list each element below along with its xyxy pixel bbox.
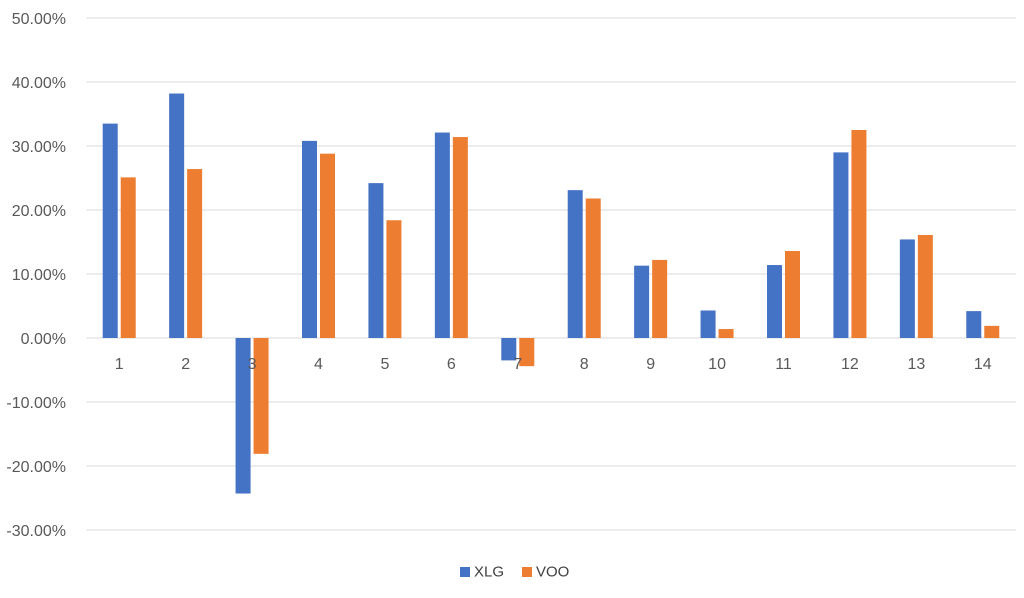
legend-label-xlg: XLG — [474, 564, 504, 581]
x-tick-label: 3 — [248, 356, 257, 373]
x-tick-label: 9 — [646, 356, 655, 373]
bar-voo — [120, 177, 136, 338]
x-tick-label: 12 — [841, 356, 859, 373]
bar-voo — [718, 329, 734, 338]
x-tick-label: 5 — [380, 356, 389, 373]
x-tick-label: 11 — [775, 356, 792, 373]
bar-xlg — [169, 93, 185, 339]
bar-xlg — [434, 132, 450, 338]
bar-xlg — [833, 152, 849, 338]
bar-voo — [519, 338, 535, 367]
bar-voo — [187, 169, 203, 338]
x-tick-label: 2 — [181, 356, 190, 373]
bar-xlg — [567, 190, 583, 338]
x-tick-label: 8 — [580, 356, 589, 373]
x-tick-label: 10 — [708, 356, 726, 373]
bar-voo — [585, 198, 601, 338]
bar-xlg — [899, 239, 915, 338]
bar-voo — [851, 130, 867, 338]
y-tick-label: 50.00% — [12, 11, 66, 28]
bar-xlg — [368, 183, 384, 338]
bar-voo — [320, 153, 335, 338]
bars — [102, 93, 1000, 494]
bar-xlg — [302, 140, 317, 338]
y-tick-label: -10.00% — [6, 395, 66, 412]
bar-voo — [917, 234, 933, 338]
y-tick-label: 20.00% — [12, 203, 66, 220]
bar-xlg — [966, 311, 982, 338]
x-tick-label: 1 — [115, 356, 124, 373]
bar-xlg — [501, 338, 517, 361]
y-tick-label: 0.00% — [21, 331, 66, 348]
y-axis-tick-labels: 50.00% 40.00% 30.00% 20.00% 10.00% 0.00% -10.0… — [6, 11, 66, 540]
legend-label-voo: VOO — [536, 564, 569, 581]
bar-xlg — [634, 265, 650, 338]
x-axis-tick-labels: 1 2 3 4 5 6 7 8 9 10 11 12 13 14 — [115, 356, 992, 373]
bar-voo — [253, 338, 269, 454]
y-tick-label: -30.00% — [6, 523, 66, 540]
y-tick-label: 30.00% — [12, 139, 66, 156]
bar-xlg — [767, 265, 782, 338]
x-tick-label: 6 — [447, 356, 456, 373]
bar-voo — [452, 137, 468, 338]
bar-voo — [785, 250, 800, 338]
bar-voo — [984, 325, 1000, 338]
x-tick-label: 13 — [907, 356, 925, 373]
y-tick-label: 40.00% — [12, 75, 66, 92]
y-tick-label: -20.00% — [6, 459, 66, 476]
x-tick-label: 4 — [314, 356, 323, 373]
legend-swatch-voo — [522, 567, 532, 577]
x-tick-label: 14 — [974, 356, 992, 373]
bar-xlg — [700, 310, 716, 338]
legend: XLG VOO — [460, 564, 569, 581]
legend-swatch-xlg — [460, 567, 470, 577]
bar-xlg — [235, 338, 251, 494]
y-tick-label: 10.00% — [12, 267, 66, 284]
gridlines — [86, 17, 1016, 531]
bar-voo — [652, 259, 668, 338]
x-tick-label: 7 — [513, 356, 522, 373]
bar-voo — [386, 220, 402, 338]
bar-xlg — [102, 123, 118, 338]
